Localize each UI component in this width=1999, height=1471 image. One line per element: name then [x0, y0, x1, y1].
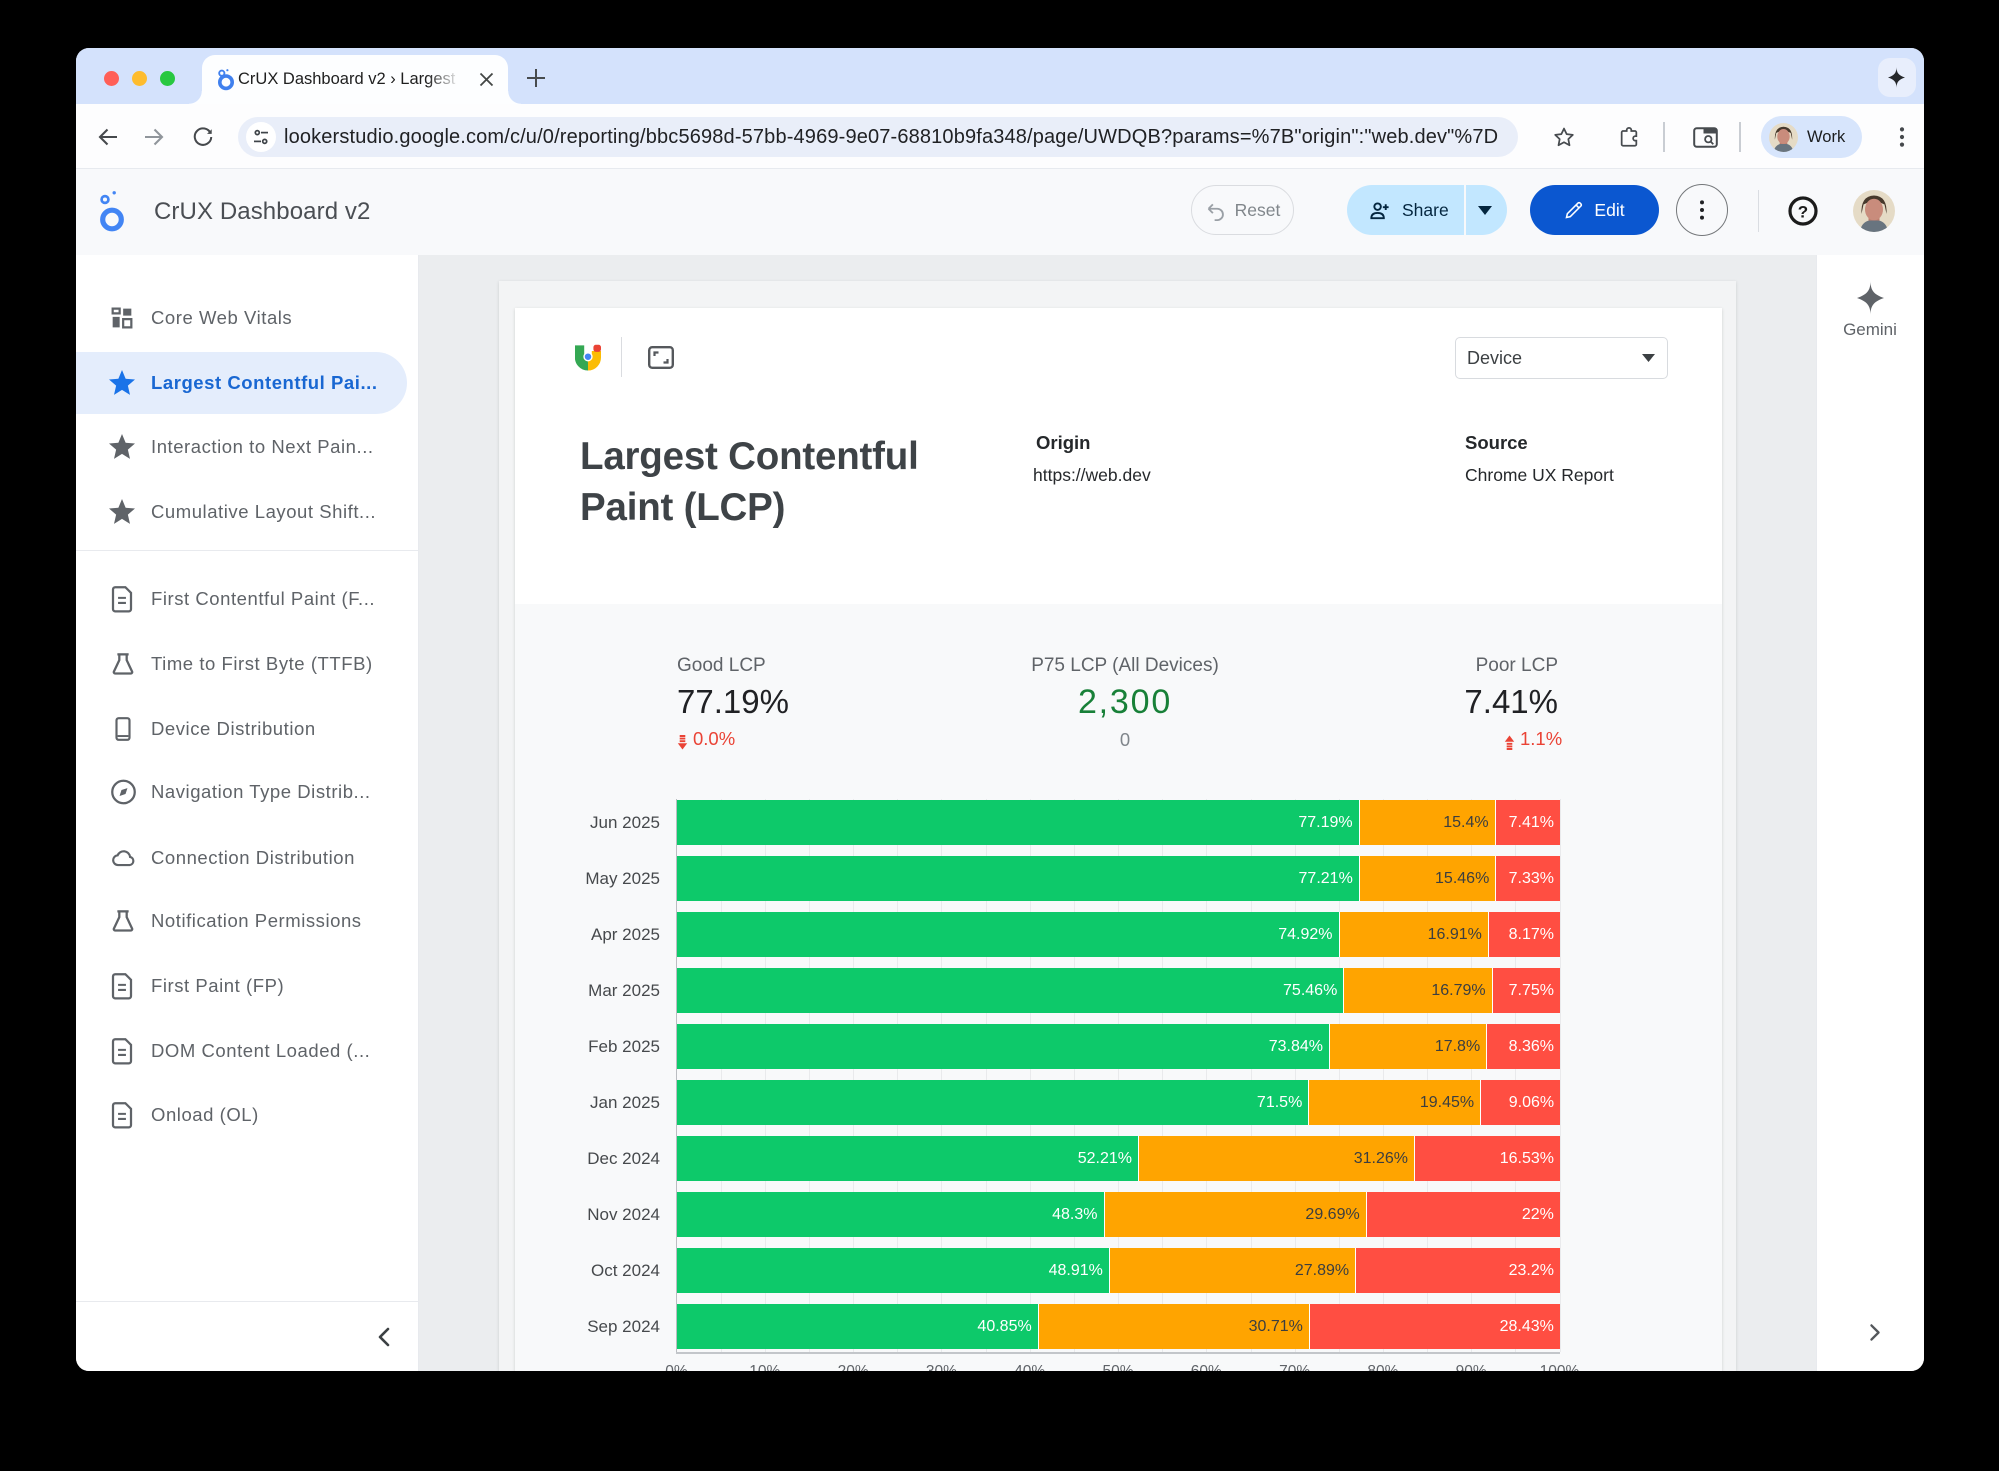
svg-text:?: ? [1798, 203, 1808, 222]
